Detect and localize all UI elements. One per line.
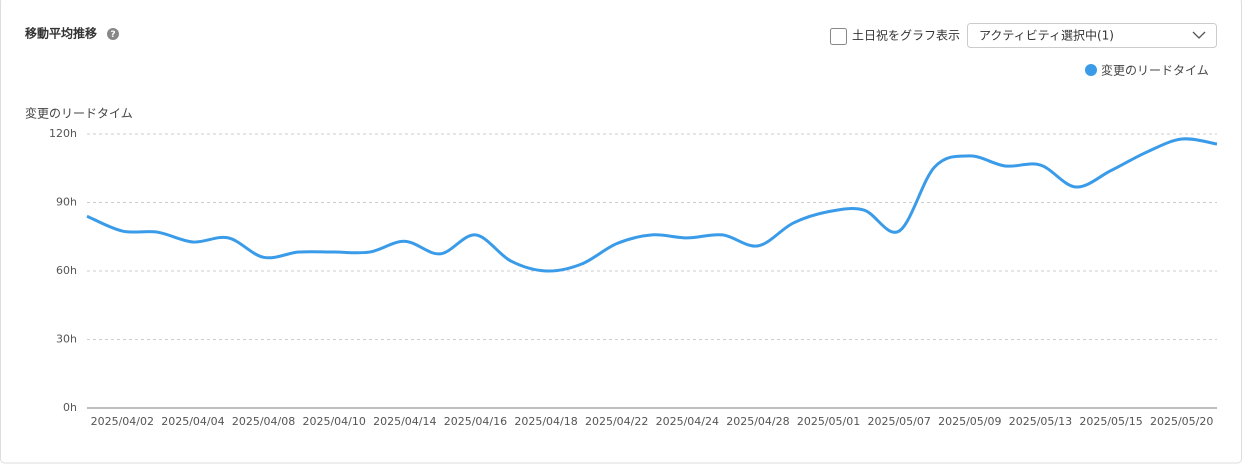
x-tick-label: 2025/04/02 [91, 415, 154, 428]
x-tick-label: 2025/04/18 [514, 415, 577, 428]
x-tick-label: 2025/04/10 [302, 415, 365, 428]
x-tick-label: 2025/05/13 [1009, 415, 1072, 428]
x-tick-label: 2025/04/16 [444, 415, 507, 428]
holiday-checkbox[interactable]: 土日祝をグラフ表示 [830, 28, 961, 45]
y-tick-label: 30h [56, 333, 77, 346]
svg-text:?: ? [110, 30, 115, 40]
chart-title: 移動平均推移 [25, 26, 97, 41]
x-tick-label: 2025/04/24 [656, 415, 719, 428]
checkbox-label: 土日祝をグラフ表示 [852, 29, 960, 43]
select-label: アクティビティ選択中(1) [979, 28, 1114, 43]
y-tick-label: 0h [63, 401, 77, 414]
y-tick-label: 120h [49, 127, 77, 140]
legend-marker [1085, 64, 1097, 76]
x-tick-label: 2025/05/09 [938, 415, 1001, 428]
x-tick-label: 2025/04/22 [585, 415, 648, 428]
x-tick-label: 2025/05/15 [1079, 415, 1142, 428]
legend-label: 変更のリードタイム [1101, 63, 1209, 78]
x-tick-label: 2025/05/01 [797, 415, 860, 428]
x-tick-label: 2025/04/28 [726, 415, 789, 428]
activity-select[interactable]: アクティビティ選択中(1) [967, 23, 1217, 48]
x-tick-label: 2025/05/20 [1150, 415, 1213, 428]
x-tick-label: 2025/04/08 [232, 415, 295, 428]
y-tick-label: 90h [56, 196, 77, 209]
series-line [86, 137, 1218, 273]
x-tick-label: 2025/05/07 [867, 415, 930, 428]
help-icon[interactable]: ? [107, 28, 119, 40]
y-axis-label: 変更のリードタイム [25, 106, 133, 121]
x-tick-label: 2025/04/14 [373, 415, 436, 428]
y-tick-label: 60h [56, 264, 77, 277]
x-tick-label: 2025/04/04 [161, 415, 224, 428]
